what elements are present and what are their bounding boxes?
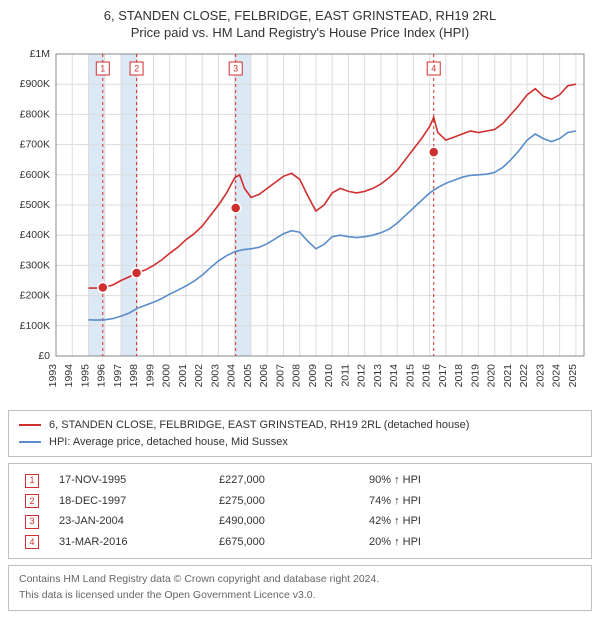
- row-price: £675,000: [213, 532, 363, 553]
- table-row: 1 17-NOV-1995£227,00090% ↑ HPI: [19, 470, 581, 491]
- transactions-table: 1 17-NOV-1995£227,00090% ↑ HPI 2 18-DEC-199…: [19, 470, 581, 552]
- x-tick-label: 2001: [177, 364, 189, 388]
- x-tick-label: 2000: [161, 364, 173, 388]
- row-price: £490,000: [213, 511, 363, 532]
- table-row: 2 18-DEC-1997£275,00074% ↑ HPI: [19, 491, 581, 512]
- x-tick-label: 2017: [437, 364, 449, 388]
- chart-container: £0 £100K £200K £300K £400K £500K £600K £700K £80…: [8, 44, 592, 404]
- row-date: 17-NOV-1995: [53, 470, 213, 491]
- row-marker-icon: 4: [25, 535, 39, 549]
- x-tick-label: 2018: [453, 364, 465, 388]
- transaction-marker-num: 3: [233, 64, 238, 74]
- row-delta: 20% ↑ HPI: [363, 532, 581, 553]
- x-tick-label: 2008: [291, 364, 303, 388]
- legend-item: 6, STANDEN CLOSE, FELBRIDGE, EAST GRINST…: [19, 417, 581, 434]
- x-tick-label: 1997: [112, 364, 124, 388]
- table-row: 3 23-JAN-2004£490,00042% ↑ HPI: [19, 511, 581, 532]
- row-marker-icon: 1: [25, 474, 39, 488]
- chart-title-block: 6, STANDEN CLOSE, FELBRIDGE, EAST GRINST…: [8, 8, 592, 40]
- x-tick-label: 2023: [534, 364, 546, 388]
- x-tick-label: 2010: [323, 364, 335, 388]
- chart-title-line1: 6, STANDEN CLOSE, FELBRIDGE, EAST GRINST…: [8, 8, 592, 23]
- x-tick-label: 2005: [242, 364, 254, 388]
- x-tick-label: 2020: [486, 364, 498, 388]
- x-tick-label: 2024: [551, 364, 563, 388]
- x-tick-label: 2002: [193, 364, 205, 388]
- x-tick-label: 1999: [144, 364, 156, 388]
- footer-line2: This data is licensed under the Open Gov…: [19, 588, 581, 604]
- y-tick-label: £700K: [20, 139, 50, 151]
- y-tick-label: £100K: [20, 320, 50, 332]
- x-tick-label: 2013: [372, 364, 384, 388]
- x-tick-label: 2021: [502, 364, 514, 388]
- x-tick-label: 2004: [226, 364, 238, 388]
- x-tick-label: 2003: [209, 364, 221, 388]
- x-tick-label: 1996: [96, 364, 108, 388]
- transactions-table-box: 1 17-NOV-1995£227,00090% ↑ HPI 2 18-DEC-199…: [8, 463, 592, 559]
- row-date: 31-MAR-2016: [53, 532, 213, 553]
- row-marker-icon: 2: [25, 494, 39, 508]
- row-delta: 42% ↑ HPI: [363, 511, 581, 532]
- x-tick-label: 2012: [356, 364, 368, 388]
- legend: 6, STANDEN CLOSE, FELBRIDGE, EAST GRINST…: [8, 410, 592, 457]
- transaction-marker-num: 4: [431, 64, 436, 74]
- attribution-footer: Contains HM Land Registry data © Crown c…: [8, 565, 592, 611]
- x-tick-label: 1998: [128, 364, 140, 388]
- x-tick-label: 2006: [258, 364, 270, 388]
- table-row: 4 31-MAR-2016£675,00020% ↑ HPI: [19, 532, 581, 553]
- y-tick-label: £200K: [20, 290, 50, 302]
- y-tick-label: £800K: [20, 108, 50, 120]
- transaction-dot: [429, 147, 439, 157]
- row-marker-icon: 3: [25, 515, 39, 529]
- row-delta: 74% ↑ HPI: [363, 491, 581, 512]
- x-tick-label: 2014: [388, 364, 400, 388]
- x-tick-label: 1994: [63, 364, 75, 388]
- row-date: 23-JAN-2004: [53, 511, 213, 532]
- transaction-dot: [98, 282, 108, 292]
- legend-swatch: [19, 424, 41, 426]
- transaction-dot: [231, 203, 241, 213]
- row-date: 18-DEC-1997: [53, 491, 213, 512]
- y-tick-label: £900K: [20, 78, 50, 90]
- y-tick-label: £600K: [20, 169, 50, 181]
- y-tick-label: £0: [38, 350, 50, 362]
- x-tick-label: 2007: [274, 364, 286, 388]
- x-tick-label: 2016: [421, 364, 433, 388]
- x-tick-label: 1995: [79, 364, 91, 388]
- row-price: £275,000: [213, 491, 363, 512]
- price-hpi-chart: £0 £100K £200K £300K £400K £500K £600K £700K £80…: [8, 44, 592, 404]
- y-tick-label: £1M: [30, 48, 50, 60]
- legend-swatch: [19, 441, 41, 443]
- x-tick-label: 2011: [339, 364, 351, 387]
- x-tick-label: 2015: [404, 364, 416, 388]
- chart-title-line2: Price paid vs. HM Land Registry's House …: [8, 25, 592, 40]
- transaction-dot: [132, 268, 142, 278]
- transaction-marker-num: 2: [134, 64, 139, 74]
- y-tick-label: £500K: [20, 199, 50, 211]
- row-delta: 90% ↑ HPI: [363, 470, 581, 491]
- x-tick-label: 2019: [469, 364, 481, 388]
- y-tick-label: £400K: [20, 229, 50, 241]
- footer-line1: Contains HM Land Registry data © Crown c…: [19, 572, 581, 588]
- x-tick-label: 1993: [47, 364, 59, 388]
- x-tick-label: 2009: [307, 364, 319, 388]
- legend-item: HPI: Average price, detached house, Mid …: [19, 434, 581, 451]
- legend-label: HPI: Average price, detached house, Mid …: [49, 434, 288, 451]
- transaction-marker-num: 1: [100, 64, 105, 74]
- legend-label: 6, STANDEN CLOSE, FELBRIDGE, EAST GRINST…: [49, 417, 469, 434]
- x-tick-label: 2022: [518, 364, 530, 388]
- x-tick-label: 2025: [567, 364, 579, 388]
- y-tick-label: £300K: [20, 259, 50, 271]
- row-price: £227,000: [213, 470, 363, 491]
